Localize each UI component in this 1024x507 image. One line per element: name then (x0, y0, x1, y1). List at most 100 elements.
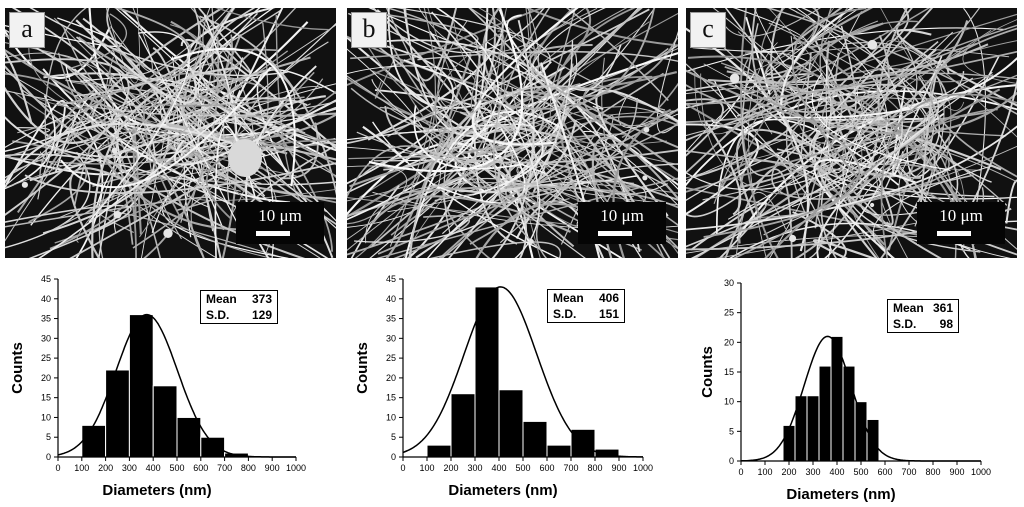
bead-defect (642, 175, 648, 181)
fiber-strand (794, 74, 880, 258)
fiber-strand (368, 9, 524, 173)
fiber-strand (347, 38, 454, 185)
fiber-strand (481, 103, 668, 195)
bead-defect (870, 202, 875, 208)
fiber-strand (480, 8, 655, 110)
fiber-strand (104, 56, 273, 258)
x-tick-label: 400 (829, 467, 844, 477)
x-tick-label: 600 (193, 463, 208, 473)
y-tick-label: 5 (391, 432, 396, 442)
fiber-strand (371, 79, 586, 258)
y-tick-label: 10 (724, 397, 734, 407)
fiber-strand (471, 8, 579, 146)
fiber-strand (347, 142, 534, 258)
histogram-bar (546, 444, 572, 458)
fiber-strand (371, 195, 571, 233)
fiber-strand (215, 8, 330, 31)
fiber-strand (686, 150, 922, 179)
y-tick-label: 40 (41, 294, 51, 304)
histogram-bar (782, 424, 796, 462)
bead-defect (789, 234, 797, 243)
fiber-strand (582, 75, 678, 182)
histogram-bar (522, 420, 548, 458)
y-axis-title: Counts (9, 342, 26, 394)
histogram-bar (176, 416, 202, 458)
x-tick-label: 900 (265, 463, 280, 473)
fiber-strand (113, 83, 336, 234)
fiber-strand (180, 38, 336, 150)
fiber-strand (5, 100, 100, 242)
fiber-strand (357, 30, 454, 171)
panel-label-a: a (9, 12, 45, 48)
y-tick-label: 15 (724, 367, 734, 377)
sd-label-b: S.D. (553, 307, 577, 321)
x-tick-label: 500 (853, 467, 868, 477)
x-tick-label: 100 (419, 463, 434, 473)
fiber-strand (384, 105, 678, 164)
histogram-chart-a: 0 100 200 300 400 500 600 700 800 900 1000 0 5 10 15 20… (0, 265, 340, 505)
x-tick-label: 200 (98, 463, 113, 473)
fiber-strand (429, 241, 561, 258)
y-tick-label: 25 (724, 308, 734, 318)
fiber-strand (656, 31, 678, 134)
fiber-strand (756, 85, 976, 100)
x-tick-label: 0 (55, 463, 60, 473)
fiber-strand (753, 11, 815, 72)
scale-bar-label-b: 10 μm (600, 206, 644, 225)
mean-value-a: 373 (251, 292, 272, 306)
fiber-strand (395, 53, 578, 134)
fiber-strand (744, 51, 832, 258)
x-tick-label: 300 (122, 463, 137, 473)
stats-box-c: Mean 361 S.D. 98 (887, 299, 959, 333)
fiber-strand (442, 8, 656, 235)
histogram-bar (474, 286, 500, 458)
fiber-strand (574, 163, 678, 204)
fiber-strand (791, 8, 888, 208)
fiber-strand (569, 44, 622, 91)
histogram-svg-b: 0 100 200 300 400 500 600 700 800 900 1000 0 5 10 15 20… (354, 274, 653, 499)
x-tick-label: 300 (805, 467, 820, 477)
y-tick-label: 20 (41, 373, 51, 383)
fiber-strand (686, 27, 1007, 72)
fiber-strand (713, 20, 879, 204)
fiber-strand (347, 165, 408, 240)
fiber-strand (711, 71, 756, 124)
fiber-strand (962, 19, 1017, 84)
x-tick-label: 200 (443, 463, 458, 473)
x-tick-label: 900 (611, 463, 626, 473)
x-tick-label: 800 (241, 463, 256, 473)
fiber-strand (226, 41, 329, 204)
y-tick-label: 15 (41, 393, 51, 403)
y-tick-label: 30 (41, 333, 51, 343)
fiber-strand (732, 125, 945, 258)
x-tick-label: 700 (217, 463, 232, 473)
y-axis-title: Counts (354, 342, 371, 394)
sem-image-b: b 10 μm (347, 8, 678, 258)
fiber-strand (825, 59, 868, 174)
fiber-strand (741, 23, 822, 177)
x-axis-title: Diameters (nm) (102, 482, 211, 499)
fiber-strand (5, 95, 56, 190)
stats-box-a: Mean 373 S.D. 129 (200, 290, 278, 324)
fiber-strand (5, 58, 130, 216)
mean-label-a: Mean (206, 292, 237, 306)
fiber-strand (842, 13, 1017, 74)
fiber-strand (493, 8, 551, 252)
x-tick-label: 800 (587, 463, 602, 473)
fiber-strand (431, 11, 541, 258)
histogram-bar (105, 369, 130, 458)
fiber-strand (37, 120, 152, 200)
fiber-strand (404, 111, 565, 258)
fiber-strand (765, 8, 1017, 115)
y-tick-label: 30 (724, 278, 734, 288)
y-tick-label: 10 (386, 412, 396, 422)
histogram-chart-b: 0 100 200 300 400 500 600 700 800 900 1000 0 5 10 15 20… (345, 265, 685, 505)
histogram-bar (200, 436, 226, 458)
x-axis-title: Diameters (nm) (448, 482, 557, 499)
histogram-bar (426, 444, 452, 458)
fiber-strand (57, 52, 247, 172)
histogram-bar (806, 395, 820, 462)
fiber-strand (929, 27, 1017, 178)
bead-defect (528, 239, 534, 244)
x-tick-label: 600 (877, 467, 892, 477)
